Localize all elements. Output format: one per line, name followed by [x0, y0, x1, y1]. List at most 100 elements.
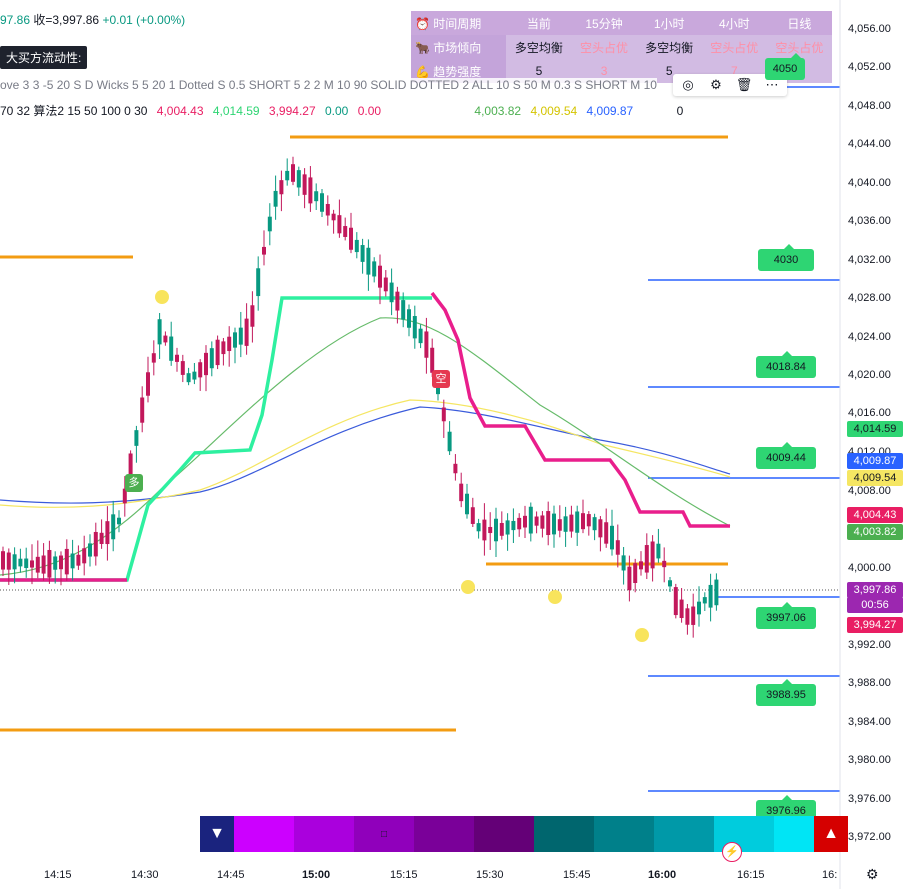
candle-body — [499, 522, 504, 536]
indicator-values-line[interactable]: 70 32 算法2 15 50 100 0 30 4,004.43 4,014.… — [0, 102, 683, 119]
candle-body — [639, 561, 643, 570]
row-label: 趋势强度 — [433, 64, 482, 79]
candle-body — [615, 540, 620, 555]
time-tick: 14:15 — [44, 869, 72, 881]
indicator-toolbar: ◎ ⚙ 🗑 ⋯ — [673, 74, 787, 96]
candle-body — [273, 190, 278, 207]
candle-body — [122, 488, 127, 504]
candle-body — [453, 463, 458, 474]
candle-body — [192, 371, 197, 380]
candle-body — [523, 515, 527, 528]
candle-body — [540, 515, 545, 529]
price-tick: 4,016.00 — [848, 407, 891, 419]
price-tick: 3,988.00 — [848, 677, 891, 689]
candle-body — [6, 552, 11, 570]
candle-body — [233, 332, 237, 348]
candle-body — [418, 328, 423, 344]
candle-body — [343, 226, 348, 237]
up-triangle-icon[interactable]: ▲ — [814, 816, 848, 852]
candle-body — [714, 579, 719, 606]
candle-body — [441, 407, 446, 422]
candle-body — [360, 245, 365, 262]
candle-body — [93, 531, 98, 557]
price-tag: 4,014.59 — [847, 421, 903, 437]
time-tick: 16: — [822, 869, 838, 881]
trash-icon[interactable]: 🗑 — [735, 77, 753, 92]
strip-segment — [774, 816, 814, 852]
row-label-bias: 🐂 市场倾向 — [411, 35, 507, 59]
eye-off-icon[interactable]: ◎ — [682, 77, 694, 92]
time-tick: 15:00 — [302, 869, 331, 881]
candle-body — [552, 513, 556, 535]
price-tick: 3,980.00 — [848, 754, 891, 766]
candle-body — [244, 318, 249, 346]
candle-body — [644, 545, 649, 573]
candle-body — [447, 431, 452, 452]
time-tick: 15:30 — [476, 869, 504, 881]
candle-body — [557, 519, 562, 531]
price-tag: 3,994.27 — [847, 617, 903, 633]
candle-body — [354, 239, 359, 253]
liquidity-label: 大买方流动性: — [0, 46, 88, 69]
time-tick: 15:15 — [390, 869, 418, 881]
candle-body — [262, 246, 266, 255]
bias-daily: 空头占优 — [766, 35, 832, 59]
indicator-value: 4,009.87 — [586, 104, 634, 118]
more-icon[interactable]: ⋯ — [765, 77, 779, 92]
short-signal: 空 — [432, 370, 450, 388]
candle-body — [627, 566, 632, 591]
candle-body — [157, 319, 162, 345]
candle-body — [41, 555, 46, 574]
candle-body — [383, 277, 388, 292]
indicator-value: 4,009.54 — [530, 104, 578, 118]
price-tag: 4,004.43 — [847, 507, 903, 523]
strip-segment — [414, 816, 474, 852]
candle-body — [476, 523, 481, 532]
candle-body — [250, 305, 255, 327]
price-tick: 3,972.00 — [848, 831, 891, 843]
indicator-value: 4,014.59 — [212, 104, 260, 118]
price-tick: 4,020.00 — [848, 369, 891, 381]
down-triangle-icon[interactable]: ▼ — [200, 816, 234, 852]
candle-body — [302, 174, 307, 195]
price-tick: 3,976.00 — [848, 793, 891, 805]
candle-body — [697, 601, 701, 615]
candle-body — [47, 549, 52, 578]
candle-body — [308, 177, 313, 204]
lightning-icon[interactable]: ⚡ — [722, 842, 742, 862]
settings-icon[interactable]: ⚙ — [710, 77, 722, 92]
row-label: 市场倾向 — [433, 40, 482, 55]
candle-body — [163, 335, 168, 343]
bias-15m: 空头占优 — [571, 35, 637, 59]
candle-body — [279, 180, 284, 195]
candle-body — [465, 493, 469, 515]
price-tick: 4,040.00 — [848, 177, 891, 189]
price-tag: 4,009.54 — [847, 470, 903, 486]
candle-body — [517, 517, 522, 530]
candle-body — [708, 584, 713, 608]
price-tag: 4,003.82 — [847, 524, 903, 540]
candle-body — [140, 397, 145, 423]
settings-icon[interactable]: ⚙ — [866, 866, 879, 882]
candle-body — [221, 341, 226, 355]
level-tag: 4050 — [765, 53, 805, 80]
time-tick: 15:45 — [563, 869, 591, 881]
candle-body — [291, 164, 295, 182]
strip-segment — [474, 816, 534, 852]
supertrend-short — [430, 291, 730, 528]
candle-body — [407, 309, 411, 328]
bull-bear-icon: 🐂 — [415, 40, 430, 55]
candle-body — [117, 517, 121, 525]
candle-body — [528, 506, 533, 534]
moving-average-yellow — [0, 399, 731, 508]
strip-segment — [534, 816, 594, 852]
price-tick: 4,028.00 — [848, 292, 891, 304]
moving-average-blue — [0, 406, 731, 504]
candle-body — [53, 556, 58, 570]
candle-body — [702, 597, 707, 604]
candle-body — [575, 511, 580, 533]
indicator-settings-line[interactable]: ove 3 3 -5 20 S D Wicks 5 5 20 1 Dotted … — [0, 78, 657, 92]
candle-body — [105, 521, 110, 545]
time-tick: 14:45 — [217, 869, 245, 881]
